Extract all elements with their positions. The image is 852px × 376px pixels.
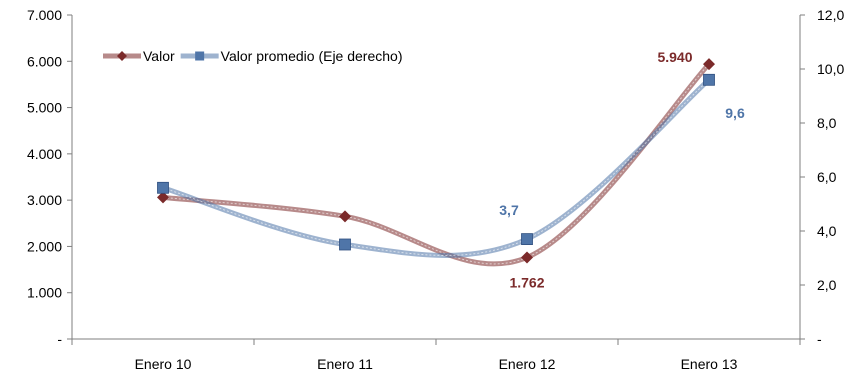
- right-axis-tick-label: 12,0: [817, 7, 844, 23]
- legend-label: Valor: [143, 48, 175, 64]
- data-label: 9,6: [725, 105, 745, 121]
- left-axis-tick-label: 4.000: [27, 146, 62, 162]
- data-label: 3,7: [499, 202, 519, 218]
- right-axis-tick-label: 8,0: [817, 115, 837, 131]
- left-axis-tick-label: 6.000: [27, 53, 62, 69]
- legend-marker: [117, 51, 127, 61]
- right-axis-tick-label: 4,0: [817, 223, 837, 239]
- series-1-point: [522, 234, 533, 245]
- right-axis-tick-label: 10,0: [817, 61, 844, 77]
- left-axis-tick-label: 2.000: [27, 238, 62, 254]
- x-axis-tick-label: Enero 12: [499, 356, 556, 372]
- left-axis-tick-label: 3.000: [27, 192, 62, 208]
- x-axis-tick-label: Enero 11: [317, 356, 373, 372]
- right-axis-tick-label: -: [817, 331, 822, 347]
- series-1-point: [340, 239, 351, 250]
- series-layer: [157, 58, 715, 264]
- data-label: 5.940: [657, 49, 692, 65]
- left-axis-tick-label: 7.000: [27, 7, 62, 23]
- legend-label: Valor promedio (Eje derecho): [221, 48, 403, 64]
- legend: Valor Valor promedio (Eje derecho): [103, 48, 403, 64]
- left-axis-tick-label: 5.000: [27, 100, 62, 116]
- legend-marker: [195, 52, 204, 61]
- series-1-point: [704, 74, 715, 85]
- series-0-point: [339, 210, 351, 222]
- legend-item-0: Valor: [103, 48, 175, 64]
- left-axis-tick-label: 1.000: [27, 285, 62, 301]
- x-axis-tick-label: Enero 13: [681, 356, 738, 372]
- left-axis-tick-label: -: [57, 331, 62, 347]
- series-1-point: [158, 182, 169, 193]
- data-label: 1.762: [509, 274, 544, 290]
- right-axis-tick-label: 6,0: [817, 169, 837, 185]
- x-axis-tick-label: Enero 10: [135, 356, 192, 372]
- legend-item-1: Valor promedio (Eje derecho): [181, 48, 403, 64]
- right-axis-tick-label: 2,0: [817, 277, 837, 293]
